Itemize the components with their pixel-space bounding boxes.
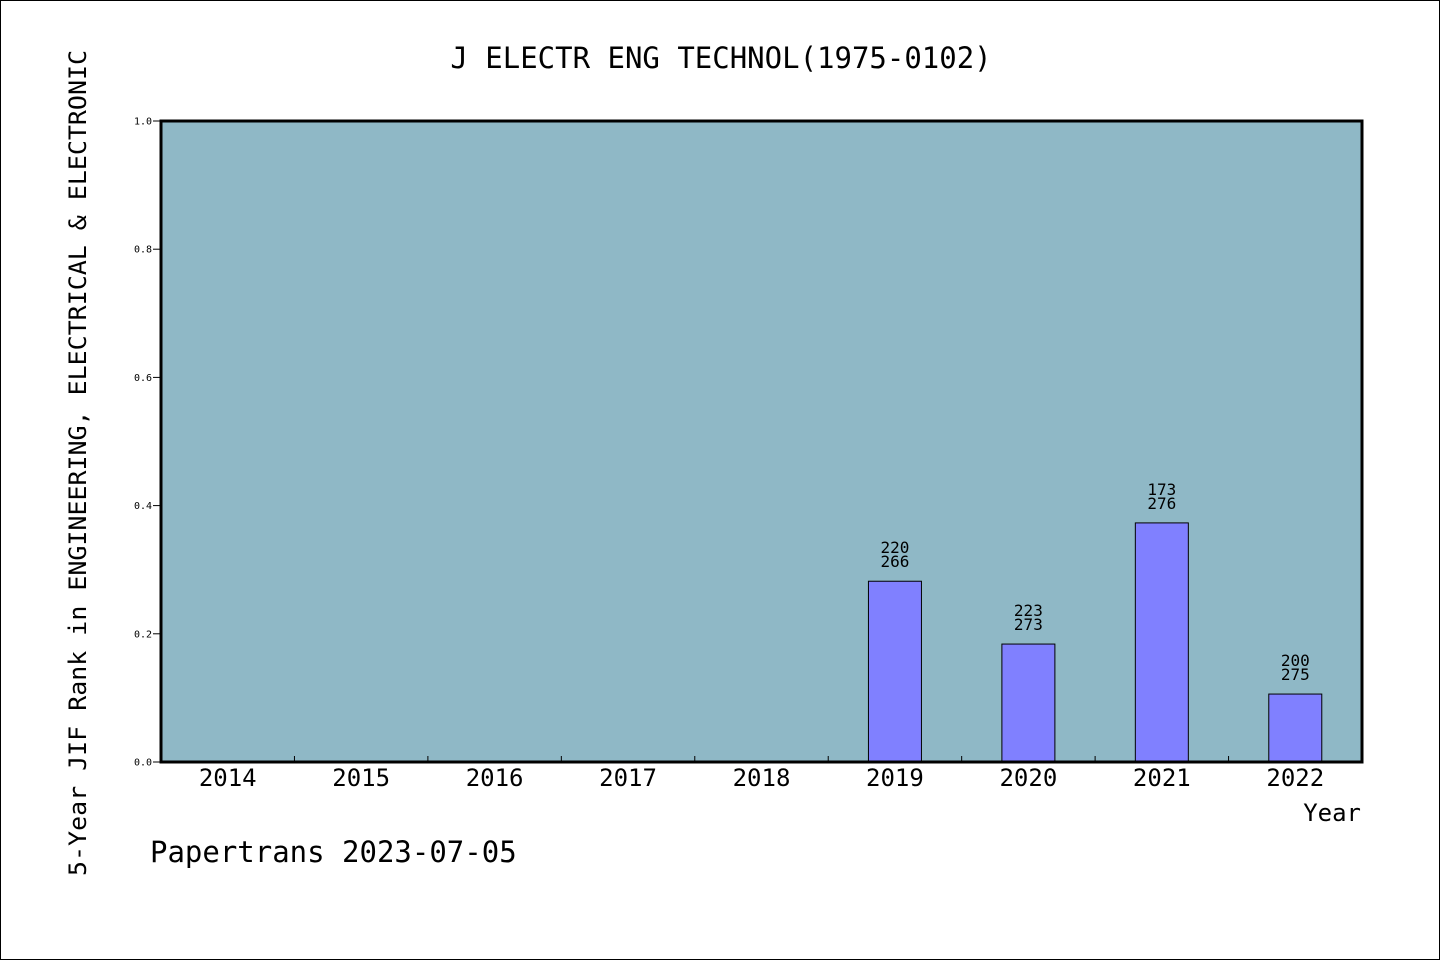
bar-label-2022-rank: 200: [1281, 651, 1310, 670]
bar-label-2020-rank: 223: [1014, 601, 1043, 620]
bar-label-2022-total: 275: [1281, 665, 1310, 684]
bar-label-2020-total: 273: [1014, 615, 1043, 634]
x-axis-label: Year: [1303, 799, 1361, 827]
x-tick-label-2015: 2015: [332, 764, 390, 792]
y-tick-label-5: 1.0: [134, 117, 152, 128]
y-tick-label-3: 0.6: [134, 373, 152, 384]
y-tick-label-4: 0.8: [134, 245, 152, 256]
bar-2020: [1001, 643, 1056, 763]
y-tick-label-2: 0.4: [134, 501, 152, 512]
bar-2021: [1134, 522, 1189, 763]
bar-label-2021-total: 276: [1147, 494, 1176, 513]
chart-title: J ELECTR ENG TECHNOL(1975-0102): [450, 41, 991, 75]
y-tick-label-1: 0.2: [134, 629, 152, 640]
bar-label-2019-total: 266: [880, 552, 909, 571]
x-tick-label-2020: 2020: [999, 764, 1057, 792]
bar-label-2021-rank: 173: [1147, 480, 1176, 499]
bar-2022: [1268, 693, 1323, 763]
footer-credit: Papertrans 2023-07-05: [150, 835, 517, 869]
x-tick-label-2014: 2014: [199, 764, 257, 792]
y-axis-label: 5-Year JIF Rank in ENGINEERING, ELECTRIC…: [64, 50, 92, 876]
y-tick-label-0: 0.0: [134, 758, 152, 769]
plot-frame: [159, 119, 1364, 764]
bar-2019: [867, 580, 922, 763]
x-tick-label-2016: 2016: [466, 764, 524, 792]
x-tick-label-2017: 2017: [599, 764, 657, 792]
bar-label-2019-rank: 220: [880, 538, 909, 557]
x-tick-label-2019: 2019: [866, 764, 924, 792]
x-tick-label-2018: 2018: [733, 764, 791, 792]
x-tick-label-2022: 2022: [1266, 764, 1324, 792]
x-tick-label-2021: 2021: [1133, 764, 1191, 792]
